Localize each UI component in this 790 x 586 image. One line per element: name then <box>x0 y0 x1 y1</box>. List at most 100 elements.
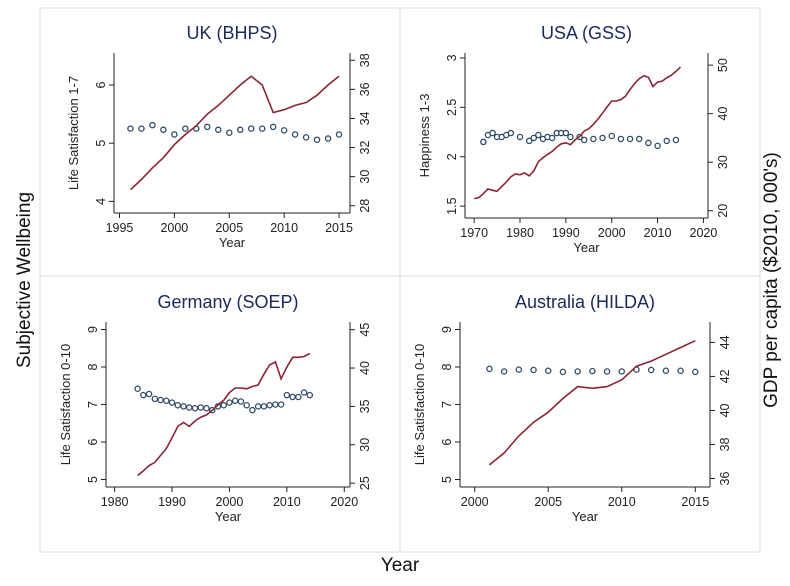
wellbeing-point <box>530 134 538 142</box>
x-tick-label: 1990 <box>158 495 186 509</box>
y2-tick-label: 20 <box>716 204 730 218</box>
wellbeing-point <box>191 404 199 412</box>
wellbeing-point <box>530 366 537 374</box>
y2-tick-label: 34 <box>358 111 372 125</box>
wellbeing-point <box>672 136 680 144</box>
x-tick-label: 2000 <box>160 221 188 235</box>
panel-frame-germany <box>39 275 401 553</box>
x-tick-label: 2010 <box>644 226 672 240</box>
wellbeing-point <box>151 395 159 403</box>
wellbeing-point <box>677 367 684 374</box>
wellbeing-point <box>182 125 189 132</box>
gdp-series-line <box>129 75 340 191</box>
y2-tick-label: 38 <box>718 437 732 451</box>
wellbeing-point <box>247 125 255 132</box>
y-tick-label: 5 <box>440 476 454 483</box>
wellbeing-point <box>283 391 291 399</box>
y-tick-label: 3 <box>445 54 459 61</box>
wellbeing-point <box>500 368 508 375</box>
wellbeing-point <box>145 390 153 398</box>
wellbeing-point <box>662 367 670 374</box>
x-axis-label: Year <box>219 235 246 250</box>
panel-germany: Germany (SOEP) 1980 1990 2000 2010 2020 5 6 7 8 9 2… <box>58 292 372 524</box>
wellbeing-point <box>127 125 134 132</box>
y-tick-label: 8 <box>86 363 100 370</box>
y2-tick-label: 30 <box>358 170 372 184</box>
y2-tick-label: 25 <box>358 476 372 490</box>
wellbeing-point <box>486 365 493 373</box>
wellbeing-point <box>306 391 314 399</box>
wellbeing-point <box>302 134 310 141</box>
wellbeing-point <box>599 134 606 142</box>
wellbeing-point <box>203 404 210 412</box>
y2-tick-label: 38 <box>358 53 372 67</box>
wellbeing-point <box>692 368 699 376</box>
wellbeing-point <box>266 401 273 409</box>
x-tick-label: 2015 <box>681 495 709 509</box>
y-axis-label: Life Satisfaction 0-10 <box>412 344 427 465</box>
wellbeing-point <box>134 385 141 392</box>
wellbeing-point <box>138 125 145 132</box>
wellbeing-point <box>567 133 574 141</box>
panel-title-uk: UK (BHPS) <box>186 23 277 43</box>
panel-title-usa: USA (GSS) <box>541 23 632 43</box>
x-tick-label: 2000 <box>216 495 244 509</box>
wellbeing-point <box>535 131 542 139</box>
y2-tick-label: 44 <box>718 335 732 349</box>
wellbeing-point <box>180 403 187 410</box>
y-axis-label: Life Satisfaction 1-7 <box>66 76 81 190</box>
wellbeing-point <box>171 131 178 138</box>
wellbeing-point <box>548 134 556 142</box>
wellbeing-point <box>525 137 533 145</box>
wellbeing-point <box>254 403 262 410</box>
y2-tick-label: 40 <box>358 361 372 375</box>
wellbeing-point <box>516 133 524 141</box>
panel-frame-usa <box>399 7 761 277</box>
x-tick-label: 1995 <box>106 221 134 235</box>
wellbeing-point <box>289 393 296 401</box>
y-tick-label: 6 <box>94 81 108 88</box>
wellbeing-point <box>277 401 285 408</box>
wellbeing-point <box>163 397 170 404</box>
wellbeing-point <box>574 368 581 375</box>
wellbeing-point <box>480 138 487 146</box>
wellbeing-point <box>272 401 279 408</box>
y2-tick-label: 35 <box>358 399 372 413</box>
wellbeing-point <box>618 368 626 375</box>
wellbeing-point <box>236 126 244 134</box>
x-axis-label: Year <box>573 240 600 255</box>
y-tick-label: 9 <box>86 326 100 333</box>
wellbeing-point <box>603 368 611 375</box>
wellbeing-point <box>215 126 222 134</box>
panel-usa: USA (GSS) 1970 1980 1990 2000 2010 2020 1.5 2 2.5… <box>417 23 730 255</box>
y2-tick-label: 30 <box>716 155 730 169</box>
y-axis-label: Life Satisfaction 0-10 <box>58 344 73 465</box>
x-tick-label: 1970 <box>460 226 488 240</box>
wellbeing-point <box>559 368 567 376</box>
gdp-series-line <box>474 66 682 200</box>
x-tick-label: 1980 <box>506 226 534 240</box>
x-tick-label: 1980 <box>101 495 129 509</box>
wellbeing-point <box>140 391 147 399</box>
y2-tick-label: 30 <box>358 438 372 452</box>
wellbeing-point <box>635 135 643 143</box>
y-tick-label: 7 <box>440 401 454 408</box>
panel-title-australia: Australia (HILDA) <box>515 292 655 312</box>
x-tick-label: 2000 <box>461 495 489 509</box>
y-tick-label: 9 <box>440 326 454 333</box>
wellbeing-point <box>220 401 227 409</box>
wellbeing-point <box>260 403 268 410</box>
y-tick-label: 1.5 <box>445 197 459 214</box>
wellbeing-point <box>626 135 634 143</box>
x-tick-label: 2010 <box>270 221 298 235</box>
wellbeing-point <box>149 121 156 129</box>
panel-title-germany: Germany (SOEP) <box>157 292 298 312</box>
gdp-series-line <box>488 339 696 466</box>
wellbeing-point <box>647 366 655 374</box>
y-tick-label: 5 <box>94 140 108 147</box>
y-tick-label: 2 <box>445 153 459 160</box>
bottom-axis-label: Year <box>381 555 420 576</box>
wellbeing-point <box>580 136 588 144</box>
wellbeing-point <box>489 129 496 137</box>
y-tick-label: 2.5 <box>445 99 459 116</box>
